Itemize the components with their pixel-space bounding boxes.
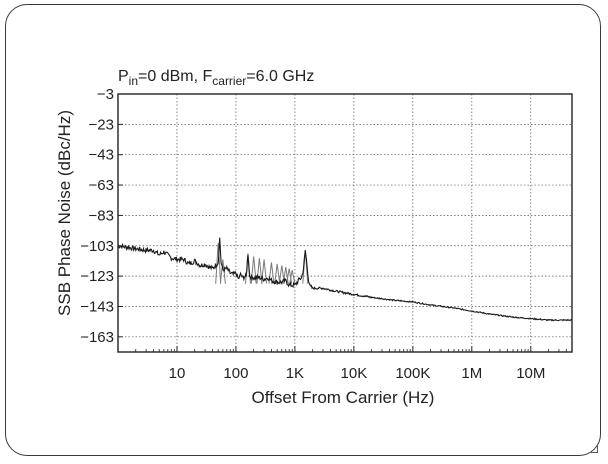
plot-area (117, 93, 573, 353)
spur-mark (256, 257, 263, 284)
y-ticks: −3 −23 −43 −63 −83 −103 −123 −143 −163 (80, 86, 123, 346)
spur-mark (278, 265, 285, 284)
title-prefix: P (118, 68, 129, 85)
phase-noise-trace (117, 237, 573, 322)
y-tick-label: −43 (89, 147, 114, 164)
x-tick-label: 1M (461, 365, 482, 382)
title-suffix: =6.0 GHz (246, 68, 314, 85)
y-tick-label: −123 (80, 268, 114, 285)
title-sub-carrier: carrier (212, 74, 246, 88)
title-sub-in: in (129, 74, 138, 88)
x-tick-label: 10M (516, 365, 545, 382)
title-middle: =0 dBm, F (138, 68, 212, 85)
x-ticks: 10 100 1K 10K 100K 1M 10M (135, 346, 567, 382)
x-axis-label: Offset From Carrier (Hz) (252, 388, 435, 407)
x-tick-label: 100 (223, 365, 248, 382)
y-tick-label: −143 (80, 298, 114, 315)
spur-mark (261, 259, 268, 284)
spur-mark (274, 263, 281, 284)
spur-mark (215, 242, 222, 284)
spur-mark (219, 259, 226, 284)
spur-mark (268, 262, 275, 284)
grid (118, 93, 572, 352)
figure-card (5, 4, 601, 456)
x-tick-label: 10 (169, 365, 186, 382)
y-tick-label: −103 (80, 238, 114, 255)
y-tick-label: −23 (89, 116, 114, 133)
x-tick-label: 100K (395, 365, 430, 382)
spur-mark (289, 269, 296, 284)
y-tick-label: −163 (80, 329, 114, 346)
y-tick-label: −3 (97, 86, 114, 103)
y-axis-label: SSB Phase Noise (dBc/Hz) (55, 110, 74, 316)
x-tick-label: 10K (341, 365, 368, 382)
y-tick-label: −63 (89, 177, 114, 194)
x-tick-label: 1K (286, 365, 304, 382)
chart-title: Pin=0 dBm, Fcarrier=6.0 GHz (118, 68, 314, 88)
y-tick-label: −83 (89, 207, 114, 224)
